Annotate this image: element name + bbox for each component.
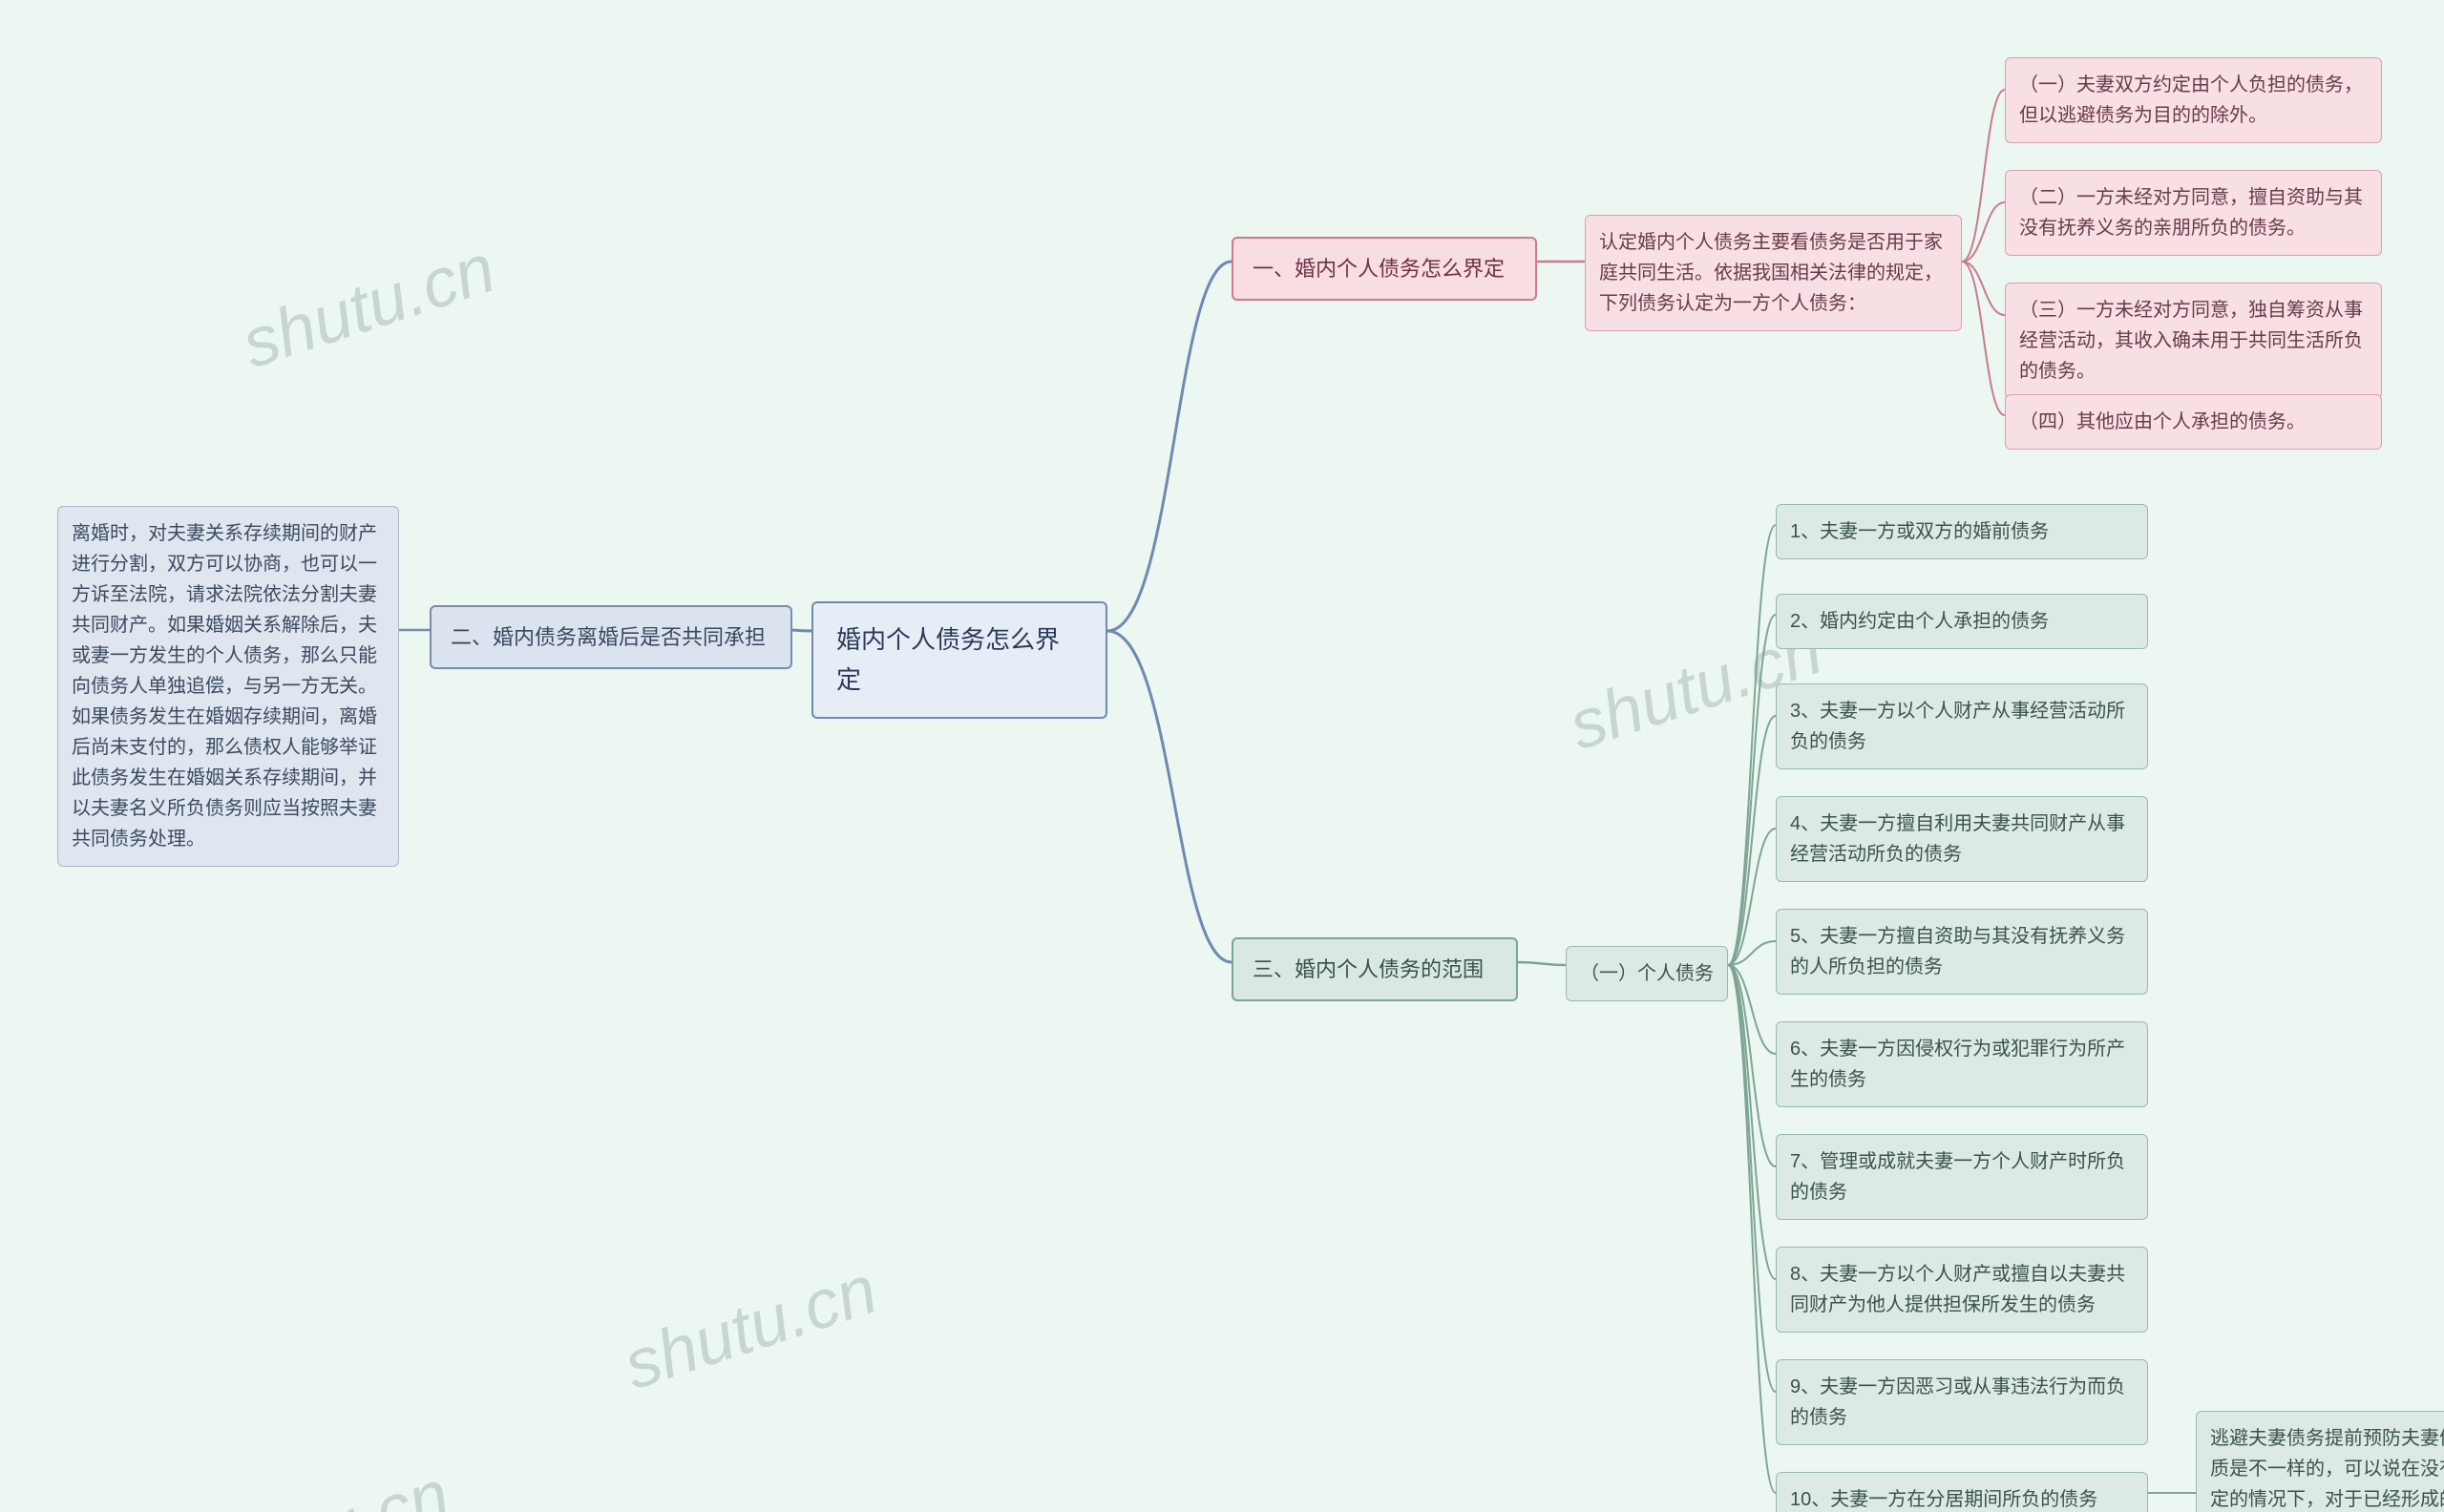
- branch3-item: 4、夫妻一方擅自利用夫妻共同财产从事经营活动所负的债务: [1776, 796, 2148, 882]
- branch3-final: 逃避夫妻债务提前预防夫妻债务的性质是不一样的，可以说在没有关内约定的情况下，对于…: [2196, 1411, 2444, 1512]
- branch3-item: 1、夫妻一方或双方的婚前债务: [1776, 504, 2148, 559]
- branch2-sub: 离婚时，对夫妻关系存续期间的财产进行分割，双方可以协商，也可以一方诉至法院，请求…: [57, 506, 399, 867]
- watermark: 图 shutu.cn: [98, 1438, 460, 1512]
- branch3-item: 10、夫妻一方在分居期间所负的债务: [1776, 1472, 2148, 1512]
- branch3-item: 6、夫妻一方因侵权行为或犯罪行为所产生的债务: [1776, 1021, 2148, 1107]
- branch1-item: （二）一方未经对方同意，擅自资助与其没有抚养义务的亲朋所负的债务。: [2005, 170, 2382, 256]
- branch1-item: （四）其他应由个人承担的债务。: [2005, 394, 2382, 450]
- branch1-item: （三）一方未经对方同意，独自筹资从事经营活动，其收入确未用于共同生活所负的债务。: [2005, 283, 2382, 399]
- branch3-node: 三、婚内个人债务的范围: [1232, 937, 1518, 1001]
- branch3-item: 8、夫妻一方以个人财产或擅自以夫妻共同财产为他人提供担保所发生的债务: [1776, 1247, 2148, 1333]
- branch3-item: 2、婚内约定由个人承担的债务: [1776, 594, 2148, 649]
- root-node: 婚内个人债务怎么界定: [811, 601, 1107, 719]
- watermark: shutu.cn: [233, 229, 504, 384]
- branch3-item: 7、管理或成就夫妻一方个人财产时所负的债务: [1776, 1134, 2148, 1220]
- branch1-sub: 认定婚内个人债务主要看债务是否用于家庭共同生活。依据我国相关法律的规定，下列债务…: [1585, 215, 1962, 331]
- watermark: shutu.cn: [615, 1250, 886, 1405]
- branch1-item: （一）夫妻双方约定由个人负担的债务，但以逃避债务为目的的除外。: [2005, 57, 2382, 143]
- branch3-item: 5、夫妻一方擅自资助与其没有抚养义务的人所负担的债务: [1776, 909, 2148, 995]
- branch2-node: 二、婚内债务离婚后是否共同承担: [430, 605, 792, 669]
- branch1-node: 一、婚内个人债务怎么界定: [1232, 237, 1537, 301]
- branch3-item: 3、夫妻一方以个人财产从事经营活动所负的债务: [1776, 683, 2148, 769]
- branch3-item: 9、夫妻一方因恶习或从事违法行为而负的债务: [1776, 1359, 2148, 1445]
- branch3-sub: （一）个人债务: [1566, 946, 1728, 1001]
